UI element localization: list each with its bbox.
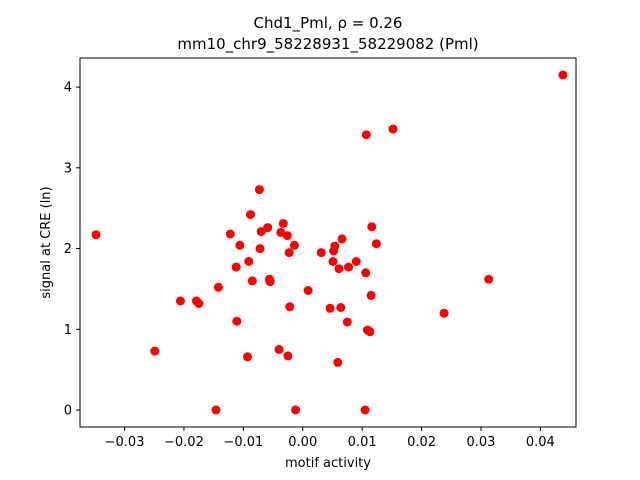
data-point: [265, 277, 275, 287]
data-point: [558, 70, 568, 80]
x-tick-label: −0.03: [105, 435, 145, 450]
plot-frame: [79, 57, 577, 428]
data-point: [289, 240, 299, 250]
data-point: [285, 302, 295, 312]
data-point: [232, 316, 242, 326]
data-points: [91, 70, 568, 415]
data-point: [337, 234, 347, 244]
data-point: [366, 290, 376, 300]
data-point: [246, 210, 255, 220]
data-point: [334, 264, 344, 274]
data-point: [344, 262, 353, 272]
data-point: [365, 327, 375, 337]
x-tick-label: −0.02: [164, 435, 204, 450]
data-point: [91, 230, 101, 240]
y-tick-label: 3: [64, 161, 72, 176]
data-point: [244, 257, 254, 266]
data-point: [256, 227, 266, 237]
data-point: [213, 282, 223, 292]
data-point: [316, 248, 326, 258]
data-point: [231, 262, 241, 272]
chart-title-line-1: Chd1_Pml, ρ = 0.26: [254, 14, 403, 33]
y-tick-label: 1: [64, 323, 72, 338]
y-axis-ticks: 0 1 2 3 4: [64, 81, 80, 419]
data-point: [291, 405, 301, 415]
x-tick-label: 0.01: [348, 435, 377, 450]
x-axis-ticks: −0.03 −0.02 −0.01 0.00 0.01 0.02 0.03 0.04: [105, 427, 555, 450]
data-point: [330, 241, 340, 251]
data-point: [328, 257, 338, 266]
data-point: [278, 219, 288, 228]
data-point: [439, 308, 449, 318]
data-point: [194, 299, 204, 308]
data-point: [263, 223, 273, 233]
data-point: [235, 240, 245, 250]
data-point: [388, 124, 398, 134]
data-point: [371, 239, 381, 249]
data-point: [211, 405, 221, 415]
data-point: [333, 357, 343, 367]
data-point: [484, 274, 494, 284]
x-tick-label: 0.03: [466, 435, 495, 450]
data-point: [282, 231, 292, 241]
x-axis-label: motif activity: [285, 456, 371, 471]
data-point: [247, 276, 257, 286]
x-tick-label: −0.01: [223, 435, 263, 450]
data-point: [175, 296, 185, 306]
data-point: [336, 303, 346, 312]
y-tick-label: 4: [64, 81, 72, 96]
data-point: [361, 268, 371, 278]
data-point: [284, 248, 294, 258]
y-tick-label: 2: [64, 242, 72, 257]
x-tick-label: 0.02: [407, 435, 436, 450]
data-point: [342, 317, 352, 327]
data-point: [325, 303, 335, 313]
x-tick-label: 0.00: [288, 435, 317, 450]
data-point: [254, 185, 264, 195]
chart-title-line-2: mm10_chr9_58228931_58229082 (Pml): [177, 35, 478, 54]
data-point: [274, 345, 284, 354]
data-point: [303, 286, 313, 295]
data-point: [360, 405, 370, 415]
data-point: [225, 229, 235, 239]
x-tick-label: 0.04: [526, 435, 555, 450]
data-point: [367, 222, 377, 232]
data-point: [255, 244, 265, 254]
y-axis-label: signal at CRE (ln): [39, 186, 54, 298]
data-point: [351, 257, 361, 266]
y-tick-label: 0: [64, 404, 72, 419]
data-point: [361, 130, 371, 140]
data-point: [243, 352, 252, 362]
data-point: [283, 351, 293, 361]
data-point: [150, 346, 160, 356]
